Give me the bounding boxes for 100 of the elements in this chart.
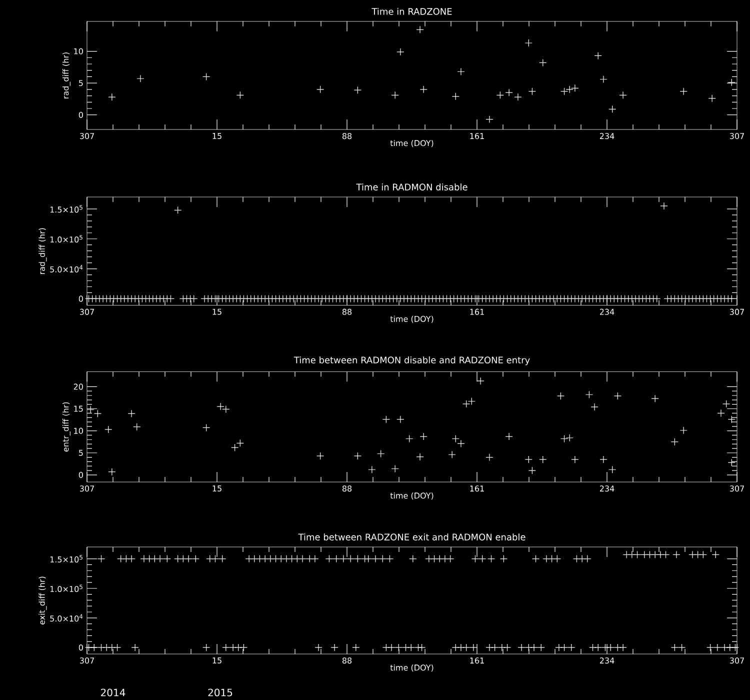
- point: [712, 550, 720, 558]
- y-tick-label: 10: [74, 48, 83, 54]
- x-tick-label: 161: [470, 133, 484, 140]
- y-tick-label: 1.5×10$^{5}$: [50, 555, 82, 562]
- point: [680, 88, 688, 96]
- point: [590, 403, 598, 411]
- point: [578, 555, 586, 563]
- point: [179, 555, 187, 563]
- point: [731, 644, 740, 652]
- x-tick-label: 234: [600, 486, 614, 492]
- point: [316, 452, 324, 460]
- point: [471, 555, 480, 563]
- point: [184, 555, 192, 563]
- point: [340, 555, 348, 563]
- point: [386, 555, 394, 563]
- y-tick-label: 15: [74, 406, 83, 412]
- point: [524, 644, 532, 652]
- point: [163, 555, 171, 563]
- y-tick-label: 0: [78, 296, 83, 302]
- point: [646, 550, 654, 558]
- point: [728, 78, 736, 86]
- point: [402, 644, 410, 652]
- point: [651, 394, 659, 402]
- y-tick-label: 0: [78, 472, 83, 478]
- point: [640, 550, 648, 558]
- point: [452, 92, 460, 100]
- point: [726, 644, 734, 652]
- point: [560, 644, 568, 652]
- point: [409, 555, 417, 563]
- point: [672, 550, 680, 558]
- point: [622, 550, 630, 558]
- point: [722, 400, 730, 408]
- point: [202, 424, 210, 432]
- point: [600, 75, 608, 84]
- point: [211, 555, 220, 563]
- x-axis-title: time (DOY): [390, 316, 434, 323]
- point: [528, 466, 536, 474]
- point: [505, 88, 513, 96]
- point: [594, 644, 602, 652]
- point: [396, 48, 404, 56]
- point: [548, 555, 556, 563]
- x-tick-label: 307: [730, 658, 744, 664]
- point: [425, 555, 433, 563]
- chart-title: Time in RADZONE: [372, 8, 452, 15]
- point: [571, 84, 579, 92]
- point: [452, 644, 460, 652]
- point: [330, 644, 338, 652]
- point: [396, 416, 404, 424]
- x-tick-label: 88: [342, 486, 352, 492]
- point: [113, 644, 122, 652]
- point: [694, 550, 702, 558]
- y-tick-label: 5: [78, 450, 83, 456]
- point: [628, 550, 636, 558]
- point: [420, 86, 428, 94]
- point: [218, 555, 226, 563]
- point: [108, 468, 116, 476]
- point: [354, 555, 362, 563]
- point: [293, 555, 301, 563]
- point: [555, 644, 563, 652]
- point: [486, 644, 494, 652]
- point: [500, 555, 508, 563]
- point: [364, 555, 372, 563]
- point: [462, 644, 470, 652]
- point: [416, 453, 424, 461]
- point: [486, 116, 494, 124]
- point: [505, 432, 513, 440]
- point: [192, 555, 200, 563]
- x-tick-label: 15: [212, 486, 222, 492]
- point: [102, 644, 110, 652]
- point: [86, 406, 94, 414]
- y-tick-label: 5: [78, 80, 83, 86]
- point: [140, 555, 148, 563]
- point: [229, 644, 237, 652]
- point: [670, 438, 678, 446]
- point: [542, 555, 550, 563]
- point: [282, 555, 290, 563]
- point: [601, 644, 610, 652]
- point: [406, 434, 414, 443]
- point: [633, 550, 642, 558]
- point: [588, 644, 597, 652]
- x-tick-label: 307: [80, 486, 94, 492]
- point: [476, 377, 484, 385]
- point: [656, 550, 664, 558]
- point: [606, 644, 614, 652]
- y-tick-label: 10: [74, 428, 83, 434]
- x-tick-label: 15: [212, 308, 222, 315]
- point: [608, 466, 616, 474]
- point: [560, 88, 568, 96]
- point: [382, 416, 390, 424]
- point: [352, 644, 360, 652]
- point: [503, 644, 512, 652]
- point: [418, 644, 426, 652]
- point: [108, 93, 116, 101]
- point: [231, 444, 239, 452]
- y-axis-title: entr_diff (hr): [62, 402, 70, 452]
- point: [706, 644, 714, 652]
- x-tick-label: 88: [342, 658, 352, 664]
- point: [222, 644, 230, 652]
- point: [496, 91, 504, 99]
- point: [316, 86, 324, 94]
